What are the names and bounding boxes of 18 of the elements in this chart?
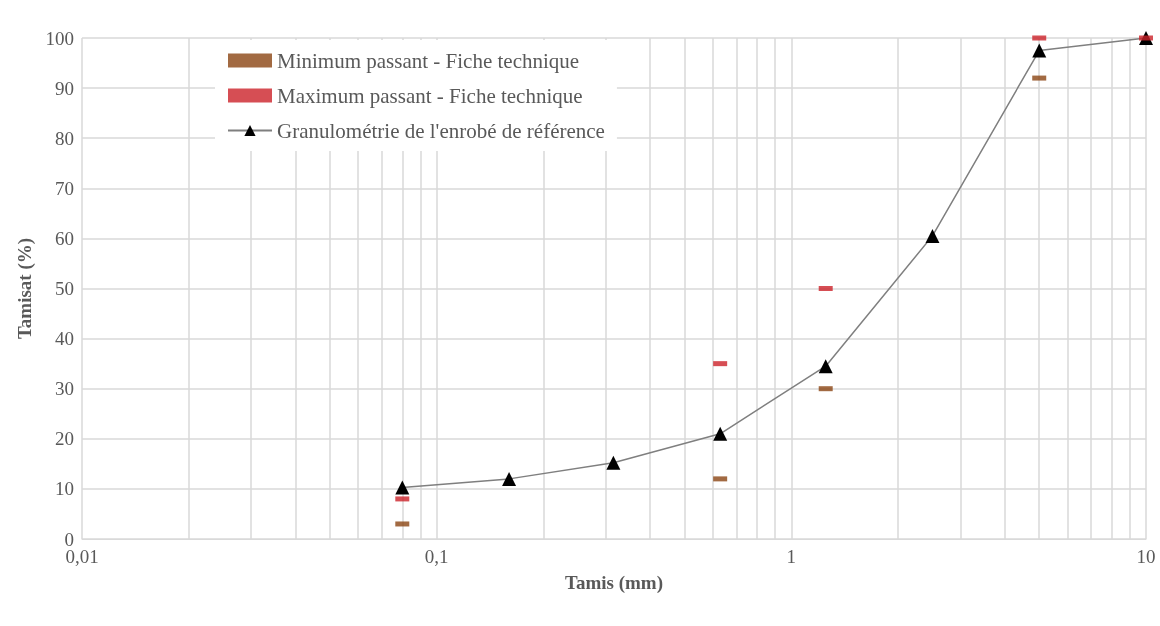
x-tick-label: 0,1 — [424, 546, 449, 567]
y-tick-label: 20 — [55, 428, 74, 450]
y-tick-label: 40 — [55, 328, 74, 350]
y-tick-label: 80 — [55, 127, 74, 149]
y-tick-label: 50 — [55, 278, 74, 299]
x-tick-label: 1 — [786, 546, 797, 567]
legend-label: Maximum passant - Fiche technique — [277, 83, 583, 108]
y-tick-label: 10 — [55, 478, 74, 500]
x-tick-label: 10 — [1136, 546, 1156, 567]
legend-label: Minimum passant - Fiche technique — [277, 48, 580, 73]
legend-label: Granulométrie de l'enrobé de référence — [277, 118, 605, 143]
y-tick-label: 90 — [55, 77, 74, 99]
y-tick-label: 100 — [45, 27, 74, 49]
x-axis-title: Tamis (mm) — [565, 572, 663, 594]
y-tick-label: 70 — [55, 177, 74, 199]
y-tick-label: 60 — [55, 227, 74, 249]
y-axis-title: Tamisat (%) — [14, 237, 36, 340]
y-tick-label: 30 — [55, 378, 74, 400]
